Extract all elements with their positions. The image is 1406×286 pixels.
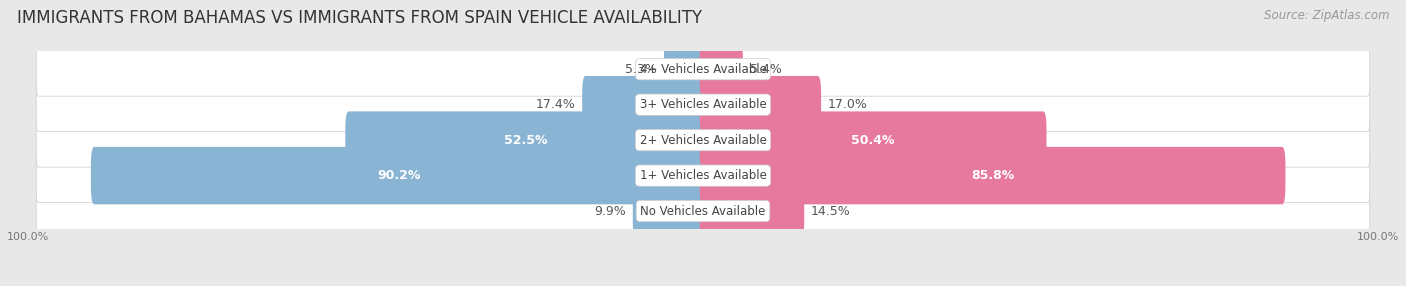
FancyBboxPatch shape bbox=[37, 113, 1369, 167]
Text: 9.9%: 9.9% bbox=[595, 204, 626, 218]
FancyBboxPatch shape bbox=[664, 41, 706, 98]
Text: 85.8%: 85.8% bbox=[972, 169, 1014, 182]
FancyBboxPatch shape bbox=[346, 112, 706, 169]
FancyBboxPatch shape bbox=[700, 76, 821, 133]
Text: 90.2%: 90.2% bbox=[377, 169, 420, 182]
Text: 50.4%: 50.4% bbox=[851, 134, 894, 147]
FancyBboxPatch shape bbox=[37, 149, 1369, 202]
FancyBboxPatch shape bbox=[91, 147, 706, 204]
Text: IMMIGRANTS FROM BAHAMAS VS IMMIGRANTS FROM SPAIN VEHICLE AVAILABILITY: IMMIGRANTS FROM BAHAMAS VS IMMIGRANTS FR… bbox=[17, 9, 702, 27]
FancyBboxPatch shape bbox=[37, 78, 1369, 132]
FancyBboxPatch shape bbox=[700, 112, 1046, 169]
Text: 52.5%: 52.5% bbox=[505, 134, 547, 147]
FancyBboxPatch shape bbox=[582, 76, 706, 133]
FancyBboxPatch shape bbox=[37, 42, 1369, 96]
Text: 14.5%: 14.5% bbox=[811, 204, 851, 218]
FancyBboxPatch shape bbox=[700, 147, 1285, 204]
Text: 17.0%: 17.0% bbox=[828, 98, 868, 111]
Text: 1+ Vehicles Available: 1+ Vehicles Available bbox=[640, 169, 766, 182]
Text: No Vehicles Available: No Vehicles Available bbox=[640, 204, 766, 218]
Text: 4+ Vehicles Available: 4+ Vehicles Available bbox=[640, 63, 766, 76]
Text: 5.3%: 5.3% bbox=[626, 63, 657, 76]
FancyBboxPatch shape bbox=[700, 41, 742, 98]
Text: 3+ Vehicles Available: 3+ Vehicles Available bbox=[640, 98, 766, 111]
FancyBboxPatch shape bbox=[633, 182, 706, 240]
Text: 5.4%: 5.4% bbox=[749, 63, 782, 76]
Text: 17.4%: 17.4% bbox=[536, 98, 575, 111]
Text: 2+ Vehicles Available: 2+ Vehicles Available bbox=[640, 134, 766, 147]
FancyBboxPatch shape bbox=[37, 184, 1369, 238]
Text: Source: ZipAtlas.com: Source: ZipAtlas.com bbox=[1264, 9, 1389, 21]
FancyBboxPatch shape bbox=[700, 182, 804, 240]
